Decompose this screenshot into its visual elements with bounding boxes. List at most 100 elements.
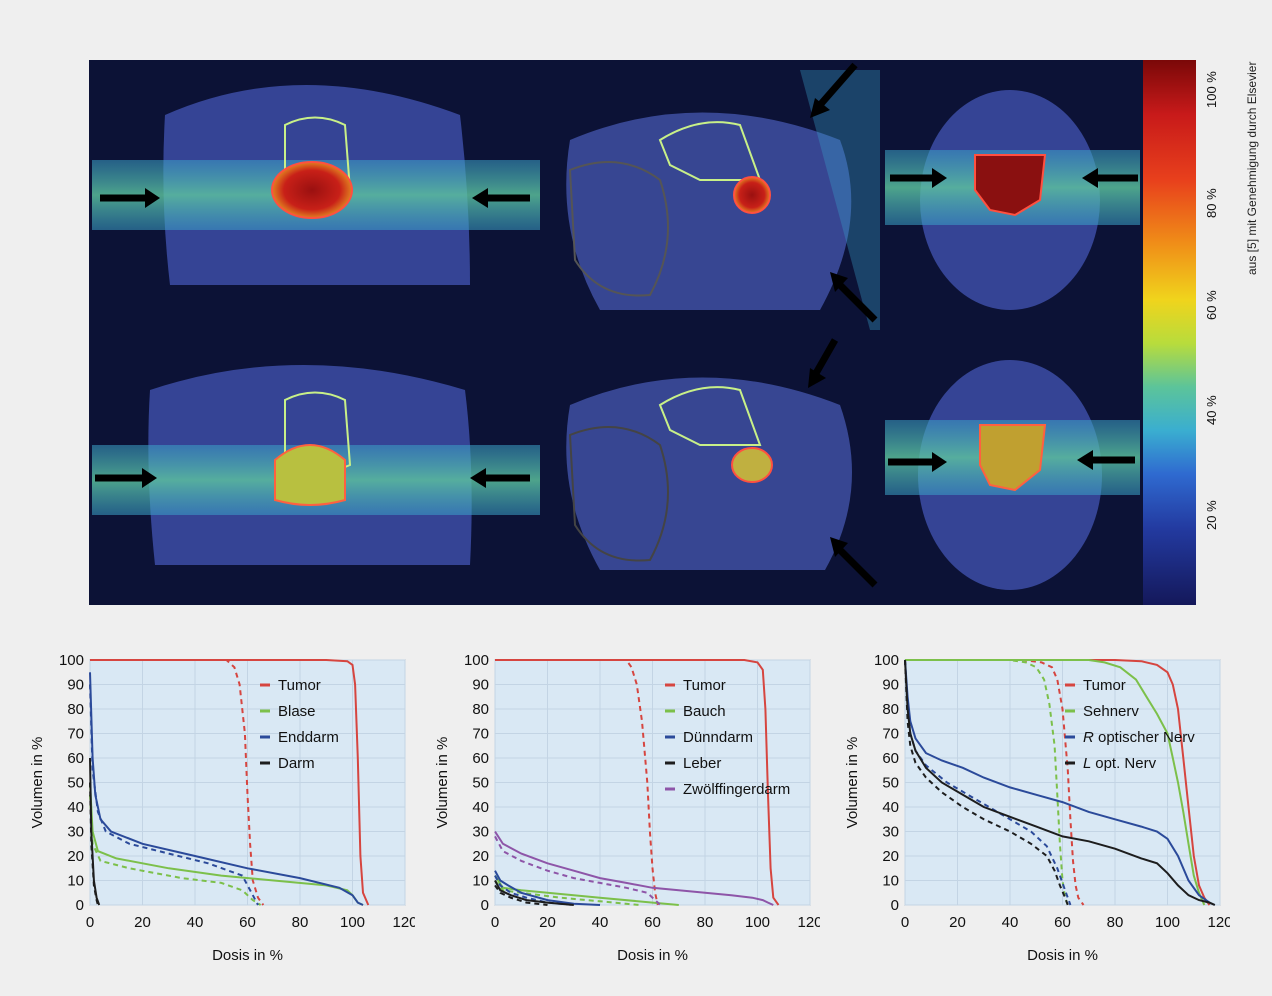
- y-tick-label: 60: [67, 750, 84, 767]
- series-line-opt-nerv: [904, 659, 1216, 906]
- series-line-tumor: [905, 659, 1211, 906]
- legend-label: Tumor: [683, 677, 726, 694]
- series-line-darm-dashed: [89, 782, 99, 906]
- y-tick-label: 90: [472, 677, 489, 694]
- y-tick-label: 30: [882, 824, 899, 841]
- legend-label: Bauch: [683, 703, 726, 720]
- y-axis-label: Volumen in %: [434, 737, 451, 829]
- legend-label: Enddarm: [278, 729, 339, 746]
- legend-label: Dünndarm: [683, 729, 753, 746]
- y-tick-label: 50: [67, 775, 84, 792]
- series-line-sehnerv-dashed: [905, 659, 1069, 906]
- legend-label: Zwölffingerdarm: [683, 781, 790, 798]
- series-line-leber-dashed: [494, 884, 548, 906]
- y-tick-label: 40: [882, 799, 899, 816]
- x-tick-label: 120: [392, 914, 415, 931]
- x-tick-label: 60: [239, 914, 256, 931]
- series-line-optischer-nerv: [904, 659, 1216, 906]
- x-tick-label: 0: [491, 914, 499, 931]
- colorbar-label-80: 80 %: [1204, 188, 1219, 218]
- series-line-tumor-dashed: [90, 659, 265, 906]
- series-line-opt-nerv-dashed: [904, 659, 1069, 906]
- series-line-tumor-dashed: [495, 659, 659, 906]
- series-line-zw-lffingerdarm-dashed: [494, 835, 662, 906]
- legend-label: Sehnerv: [1083, 703, 1139, 720]
- x-tick-label: 100: [340, 914, 365, 931]
- legend-label: Blase: [278, 703, 316, 720]
- y-tick-label: 20: [882, 848, 899, 865]
- colorbar-label-60: 60 %: [1204, 290, 1219, 320]
- y-tick-label: 60: [882, 750, 899, 767]
- ct-abdomen-bottom: [566, 338, 878, 588]
- colorbar-label-100: 100 %: [1204, 71, 1219, 108]
- dvh-chart-abdomen: 0 10 20 30 40 50 60 70 80 90 100 0 20 40 60 80 100 120 Dos…: [420, 645, 820, 975]
- x-tick-label: 60: [1054, 914, 1071, 931]
- x-tick-label: 20: [539, 914, 556, 931]
- x-tick-label: 20: [949, 914, 966, 931]
- legend-label: Leber: [683, 755, 721, 772]
- series-line-bauch-dashed: [494, 879, 640, 906]
- x-tick-label: 80: [292, 914, 309, 931]
- x-tick-label: 80: [697, 914, 714, 931]
- x-tick-label: 100: [745, 914, 770, 931]
- y-tick-label: 40: [472, 799, 489, 816]
- y-tick-label: 70: [67, 726, 84, 743]
- series-line-blase-dashed: [89, 794, 262, 906]
- y-tick-label: 40: [67, 799, 84, 816]
- series-line-zw-lffingerdarm: [494, 830, 774, 906]
- legend-label: Tumor: [278, 677, 321, 694]
- series-line-sehnerv: [905, 659, 1206, 906]
- series-line-bauch: [494, 875, 679, 906]
- ct-head-bottom: [885, 360, 1140, 590]
- y-tick-label: 90: [882, 677, 899, 694]
- legend-label: L opt. Nerv: [1083, 755, 1157, 772]
- y-tick-label: 70: [882, 726, 899, 743]
- x-tick-label: 120: [1207, 914, 1230, 931]
- x-tick-label: 20: [134, 914, 151, 931]
- legend-label: Darm: [278, 755, 315, 772]
- x-tick-label: 120: [797, 914, 820, 931]
- dvh-chart-head: 0 10 20 30 40 50 60 70 80 90 100 0 20 40 60 80 100 120 Dos…: [830, 645, 1230, 975]
- colorbar: [1143, 60, 1196, 605]
- legend-label: Tumor: [1083, 677, 1126, 694]
- y-axis-label: Volumen in %: [844, 737, 861, 829]
- y-tick-label: 0: [76, 897, 84, 914]
- x-tick-label: 0: [86, 914, 94, 931]
- y-tick-label: 10: [882, 873, 899, 890]
- legend-label: R optischer Nerv: [1083, 729, 1195, 746]
- x-tick-label: 60: [644, 914, 661, 931]
- colorbar-label-20: 20 %: [1204, 500, 1219, 530]
- series-line-tumor: [495, 659, 780, 906]
- x-axis-label: Dosis in %: [212, 947, 283, 964]
- y-tick-label: 80: [472, 701, 489, 718]
- y-tick-label: 70: [472, 726, 489, 743]
- y-axis-label: Volumen in %: [29, 737, 46, 829]
- y-tick-label: 10: [472, 873, 489, 890]
- dvh-chart-pelvis: 0 10 20 30 40 50 60 70 80 90 100 0 20 40 60 80 100 120 Dos…: [15, 645, 415, 975]
- ct-abdomen-top: [566, 62, 880, 330]
- y-tick-label: 30: [472, 824, 489, 841]
- y-tick-label: 80: [882, 701, 899, 718]
- y-tick-label: 20: [472, 848, 489, 865]
- x-tick-label: 40: [1002, 914, 1019, 931]
- y-tick-label: 10: [67, 873, 84, 890]
- x-tick-label: 100: [1155, 914, 1180, 931]
- y-tick-label: 100: [874, 652, 899, 669]
- colorbar-label-40: 40 %: [1204, 395, 1219, 425]
- series-line-tumor-dashed: [905, 659, 1085, 906]
- x-tick-label: 80: [1107, 914, 1124, 931]
- y-tick-label: 50: [882, 775, 899, 792]
- y-tick-label: 0: [481, 897, 489, 914]
- x-tick-label: 40: [187, 914, 204, 931]
- series-line-d-nndarm: [494, 870, 601, 906]
- x-axis-label: Dosis in %: [617, 947, 688, 964]
- y-tick-label: 50: [472, 775, 489, 792]
- y-tick-label: 0: [891, 897, 899, 914]
- ct-dose-image: [89, 60, 1196, 605]
- y-tick-label: 30: [67, 824, 84, 841]
- series-line-tumor: [90, 659, 370, 906]
- series-line-leber: [494, 880, 574, 906]
- y-tick-label: 20: [67, 848, 84, 865]
- x-tick-label: 40: [592, 914, 609, 931]
